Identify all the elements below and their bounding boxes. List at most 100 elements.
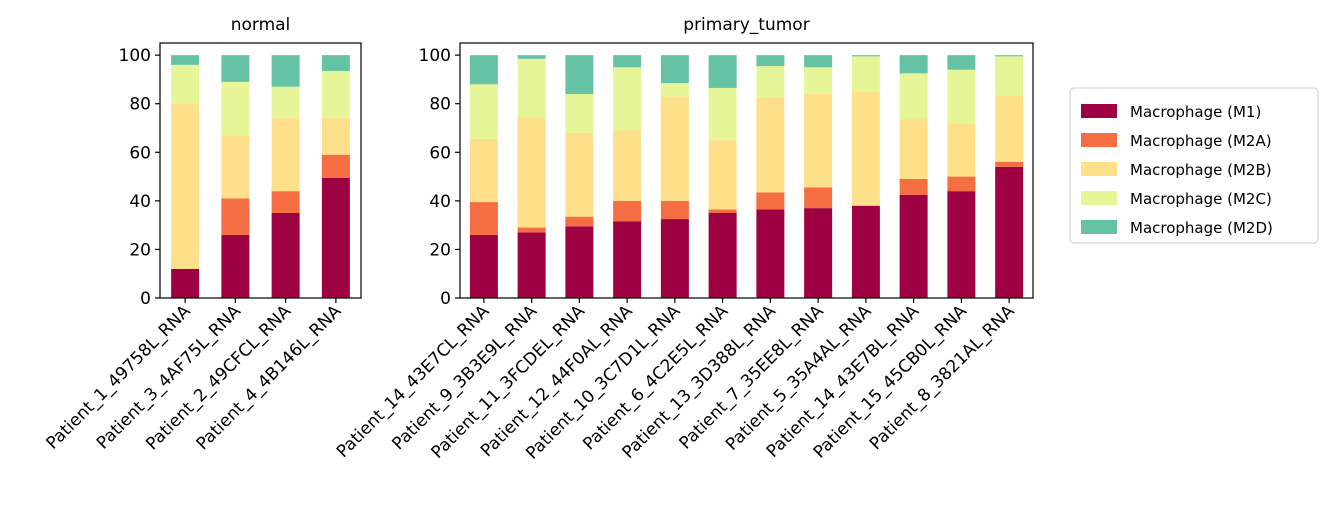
bar-segment — [708, 140, 737, 210]
bar-segment — [851, 91, 880, 206]
bar-segment — [565, 55, 594, 94]
bar-segment — [613, 67, 642, 131]
legend-swatch — [1081, 162, 1117, 176]
bar-segment — [321, 118, 350, 155]
bar-segment — [756, 55, 785, 67]
bar-segment — [171, 55, 200, 65]
bar-segment — [804, 208, 833, 298]
y-tick-label: 60 — [429, 143, 451, 163]
bar-segment — [469, 84, 498, 139]
bar-segment — [708, 87, 737, 141]
bar-segment — [613, 200, 642, 222]
bar-segment — [804, 187, 833, 209]
legend-label: Macrophage (M2A) — [1130, 132, 1272, 150]
bar-segment — [271, 213, 300, 298]
bar-segment — [756, 192, 785, 210]
bar-segment — [899, 55, 928, 74]
bar-segment — [804, 67, 833, 94]
y-tick-label: 0 — [440, 289, 451, 309]
bar-segment — [321, 55, 350, 71]
bar-segment — [804, 55, 833, 68]
bar-segment — [660, 55, 689, 84]
bar-segment — [565, 216, 594, 227]
bar-segment — [321, 177, 350, 298]
bar-segment — [517, 58, 546, 118]
bar-segment — [469, 55, 498, 85]
bar-segment — [708, 209, 737, 213]
bar-segment — [851, 55, 880, 57]
bar-segment — [171, 268, 200, 298]
bar-segment — [613, 221, 642, 298]
bar-segment — [517, 117, 546, 228]
legend-frame — [1069, 87, 1319, 244]
y-tick-label: 20 — [429, 240, 451, 260]
bar-segment — [221, 135, 250, 199]
bar-segment — [660, 83, 689, 97]
bar-segment — [995, 95, 1024, 162]
bar-segment — [321, 70, 350, 119]
y-tick-label: 100 — [119, 46, 151, 66]
legend-label: Macrophage (M2D) — [1130, 219, 1273, 237]
y-tick-label: 0 — [140, 289, 151, 309]
legend-swatch — [1081, 133, 1117, 147]
bar-segment — [756, 209, 785, 298]
bar-segment — [517, 227, 546, 233]
bar-segment — [995, 55, 1024, 57]
bar-segment — [469, 202, 498, 235]
legend-swatch — [1081, 191, 1117, 205]
bar-segment — [851, 205, 880, 298]
bar-segment — [613, 55, 642, 68]
legend-label: Macrophage (M2B) — [1130, 161, 1272, 179]
bar-segment — [756, 66, 785, 98]
bar-segment — [469, 234, 498, 298]
legend: Macrophage (M1) Macrophage (M2A) Macrophag… — [1069, 87, 1319, 244]
bar-segment — [899, 179, 928, 195]
bar-segment — [899, 119, 928, 179]
bar-segment — [517, 232, 546, 298]
bar-segment — [660, 200, 689, 220]
bar-segment — [899, 194, 928, 298]
bar-segment — [804, 94, 833, 188]
bar-segment — [995, 56, 1024, 96]
y-tick-label: 80 — [129, 95, 151, 115]
bar-segment — [995, 162, 1024, 167]
legend-label: Macrophage (M1) — [1130, 103, 1261, 121]
bar-segment — [708, 213, 737, 298]
bar-segment — [660, 96, 689, 201]
y-tick-label: 40 — [429, 192, 451, 212]
y-tick-label: 80 — [429, 95, 451, 115]
bar-segment — [271, 191, 300, 213]
bar-segment — [221, 81, 250, 136]
bar-segment — [660, 219, 689, 298]
bar-segment — [221, 234, 250, 298]
bar-segment — [171, 64, 200, 104]
legend-label: Macrophage (M2C) — [1130, 190, 1272, 208]
bar-segment — [708, 55, 737, 88]
legend-swatch — [1081, 104, 1117, 118]
bar-segment — [171, 103, 200, 269]
y-tick-label: 60 — [129, 143, 151, 163]
bar-segment — [221, 198, 250, 235]
panel-title: primary_tumor — [683, 15, 809, 35]
panel-primary_tumor: 020406080100Patient_14_43E7CL_RNAPatient… — [333, 15, 1034, 464]
bar-segment — [517, 55, 546, 59]
bar-segment — [947, 123, 976, 177]
bar-segment — [899, 73, 928, 120]
bar-segment — [271, 86, 300, 119]
bar-segment — [947, 191, 976, 298]
axes-frame — [459, 42, 1034, 299]
bar-segment — [947, 69, 976, 124]
bar-segment — [947, 176, 976, 192]
y-tick-label: 20 — [129, 240, 151, 260]
bar-segment — [995, 166, 1024, 298]
legend-swatch — [1081, 220, 1117, 234]
bar-segment — [756, 97, 785, 193]
bar-segment — [947, 55, 976, 70]
axes-frame — [159, 42, 362, 299]
bar-segment — [565, 94, 594, 133]
bar-segment — [271, 118, 300, 192]
y-tick-label: 40 — [129, 192, 151, 212]
bar-segment — [469, 138, 498, 203]
bar-segment — [271, 55, 300, 87]
